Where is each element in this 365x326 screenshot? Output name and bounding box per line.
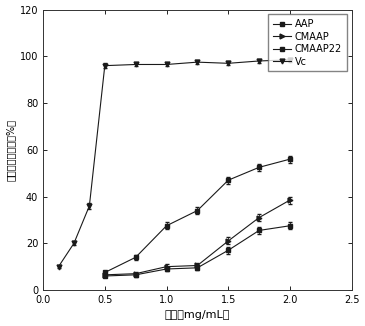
Y-axis label: 结自由基清除率（%）: 结自由基清除率（%）: [5, 119, 16, 181]
X-axis label: 浓度（mg/mL）: 浓度（mg/mL）: [165, 310, 230, 320]
Legend: AAP, CMAAP, CMAAP22, Vc: AAP, CMAAP, CMAAP22, Vc: [269, 14, 347, 71]
